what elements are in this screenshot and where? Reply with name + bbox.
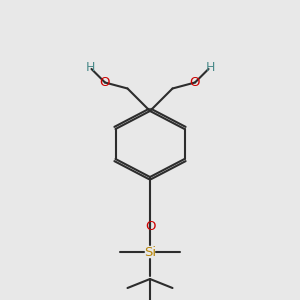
Text: O: O: [190, 76, 200, 89]
Text: H: H: [205, 61, 215, 74]
Text: H: H: [85, 61, 95, 74]
Text: O: O: [145, 220, 155, 233]
Text: O: O: [100, 76, 110, 89]
Text: Si: Si: [144, 245, 156, 259]
